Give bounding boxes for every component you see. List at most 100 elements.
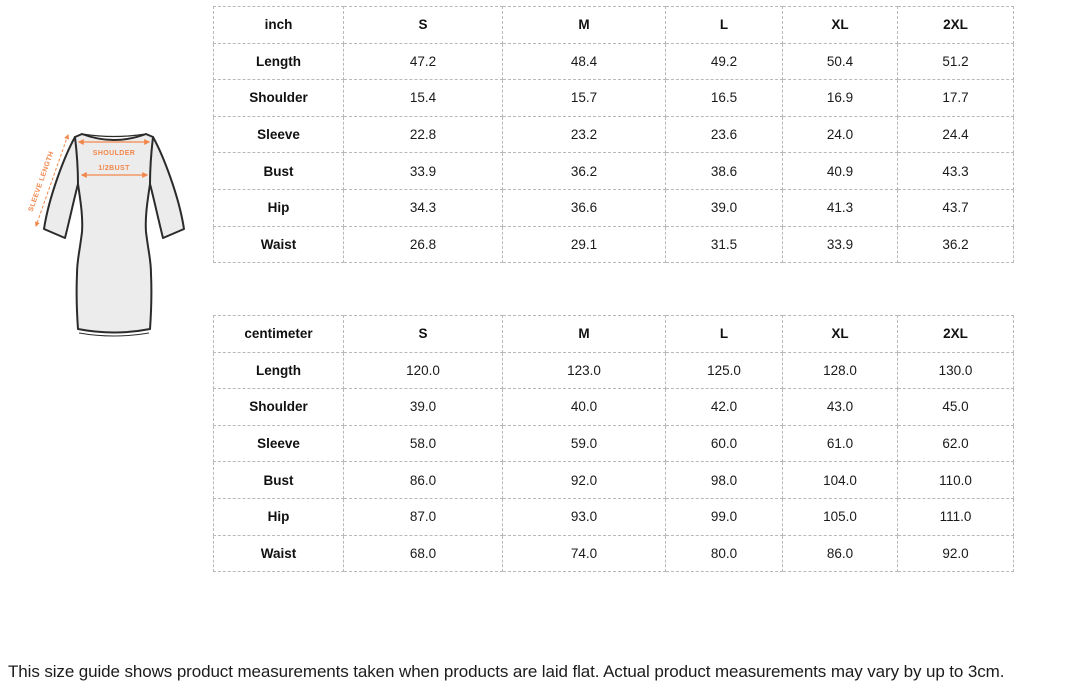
value-cell: 43.3 (897, 152, 1014, 190)
size-header-cell: 2XL (897, 315, 1014, 353)
table-row: Shoulder 39.0 40.0 42.0 43.0 45.0 (213, 388, 1014, 426)
table-row: Bust 33.9 36.2 38.6 40.9 43.3 (213, 152, 1014, 190)
value-cell: 59.0 (502, 424, 666, 463)
value-cell: 40.9 (782, 152, 898, 190)
value-cell: 87.0 (343, 497, 503, 536)
value-cell: 36.2 (897, 225, 1014, 264)
row-label-cell: Sleeve (213, 424, 344, 463)
table-header-row: inch S M L XL 2XL (213, 6, 1014, 44)
dress-measurement-diagram: SHOULDER 1/2BUST SLEEVE LENGTH (22, 108, 192, 343)
value-cell: 62.0 (897, 424, 1014, 463)
unit-header-cell: centimeter (213, 315, 344, 353)
size-header-cell: XL (782, 315, 898, 353)
value-cell: 60.0 (665, 424, 783, 463)
sleeve-arrow (34, 134, 70, 227)
value-cell: 34.3 (343, 188, 503, 227)
value-cell: 42.0 (665, 388, 783, 426)
value-cell: 36.2 (502, 152, 666, 190)
value-cell: 41.3 (782, 188, 898, 227)
value-cell: 49.2 (665, 42, 783, 81)
value-cell: 48.4 (502, 42, 666, 81)
table-row: Sleeve 58.0 59.0 60.0 61.0 62.0 (213, 424, 1014, 463)
value-cell: 33.9 (782, 225, 898, 264)
value-cell: 50.4 (782, 42, 898, 81)
size-header-cell: L (665, 6, 783, 44)
row-label-cell: Length (213, 351, 344, 390)
size-header-cell: S (343, 6, 503, 44)
table-row: Bust 86.0 92.0 98.0 104.0 110.0 (213, 461, 1014, 499)
value-cell: 16.5 (665, 79, 783, 117)
value-cell: 43.0 (782, 388, 898, 426)
row-label-cell: Bust (213, 152, 344, 190)
value-cell: 16.9 (782, 79, 898, 117)
size-header-cell: XL (782, 6, 898, 44)
value-cell: 29.1 (502, 225, 666, 264)
value-cell: 80.0 (665, 534, 783, 573)
row-label-cell: Waist (213, 225, 344, 264)
value-cell: 105.0 (782, 497, 898, 536)
table-row: Shoulder 15.4 15.7 16.5 16.9 17.7 (213, 79, 1014, 117)
shoulder-label: SHOULDER (93, 150, 135, 157)
value-cell: 110.0 (897, 461, 1014, 499)
value-cell: 24.0 (782, 115, 898, 154)
value-cell: 61.0 (782, 424, 898, 463)
value-cell: 17.7 (897, 79, 1014, 117)
size-header-cell: S (343, 315, 503, 353)
value-cell: 40.0 (502, 388, 666, 426)
dress-body (74, 133, 154, 334)
value-cell: 24.4 (897, 115, 1014, 154)
value-cell: 47.2 (343, 42, 503, 81)
half-bust-label: 1/2BUST (98, 165, 130, 172)
value-cell: 45.0 (897, 388, 1014, 426)
value-cell: 15.7 (502, 79, 666, 117)
value-cell: 74.0 (502, 534, 666, 573)
value-cell: 128.0 (782, 351, 898, 390)
value-cell: 26.8 (343, 225, 503, 264)
value-cell: 104.0 (782, 461, 898, 499)
table-row: Sleeve 22.8 23.2 23.6 24.0 24.4 (213, 115, 1014, 154)
row-label-cell: Hip (213, 188, 344, 227)
value-cell: 111.0 (897, 497, 1014, 536)
table-row: Length 120.0 123.0 125.0 128.0 130.0 (213, 351, 1014, 390)
table-row: Waist 68.0 74.0 80.0 86.0 92.0 (213, 534, 1014, 573)
value-cell: 36.6 (502, 188, 666, 227)
value-cell: 93.0 (502, 497, 666, 536)
value-cell: 39.0 (665, 188, 783, 227)
value-cell: 123.0 (502, 351, 666, 390)
row-label-cell: Sleeve (213, 115, 344, 154)
value-cell: 86.0 (782, 534, 898, 573)
row-label-cell: Waist (213, 534, 344, 573)
value-cell: 15.4 (343, 79, 503, 117)
size-header-cell: L (665, 315, 783, 353)
value-cell: 51.2 (897, 42, 1014, 81)
row-label-cell: Shoulder (213, 388, 344, 426)
value-cell: 31.5 (665, 225, 783, 264)
value-cell: 99.0 (665, 497, 783, 536)
value-cell: 98.0 (665, 461, 783, 499)
table-row: Length 47.2 48.4 49.2 50.4 51.2 (213, 42, 1014, 81)
value-cell: 43.7 (897, 188, 1014, 227)
value-cell: 39.0 (343, 388, 503, 426)
size-header-cell: M (502, 6, 666, 44)
size-header-cell: M (502, 315, 666, 353)
table-row: Hip 87.0 93.0 99.0 105.0 111.0 (213, 497, 1014, 536)
row-label-cell: Length (213, 42, 344, 81)
value-cell: 92.0 (502, 461, 666, 499)
size-guide-note: This size guide shows product measuremen… (8, 662, 1005, 681)
row-label-cell: Shoulder (213, 79, 344, 117)
row-label-cell: Bust (213, 461, 344, 499)
dress-collar-line (81, 133, 147, 138)
value-cell: 130.0 (897, 351, 1014, 390)
value-cell: 33.9 (343, 152, 503, 190)
value-cell: 92.0 (897, 534, 1014, 573)
value-cell: 125.0 (665, 351, 783, 390)
dress-diagram-svg: SHOULDER 1/2BUST SLEEVE LENGTH (28, 133, 185, 337)
size-table-centimeter: centimeter S M L XL 2XL Length 120.0 123.0 125.0 1… (213, 315, 1014, 573)
value-cell: 38.6 (665, 152, 783, 190)
size-table-inch: inch S M L XL 2XL Length 47.2 48.4 49.2 50.4 51.2 Sh… (213, 6, 1014, 264)
table-row: Hip 34.3 36.6 39.0 41.3 43.7 (213, 188, 1014, 227)
unit-header-cell: inch (213, 6, 344, 44)
dress-hem-line (78, 332, 150, 337)
value-cell: 120.0 (343, 351, 503, 390)
